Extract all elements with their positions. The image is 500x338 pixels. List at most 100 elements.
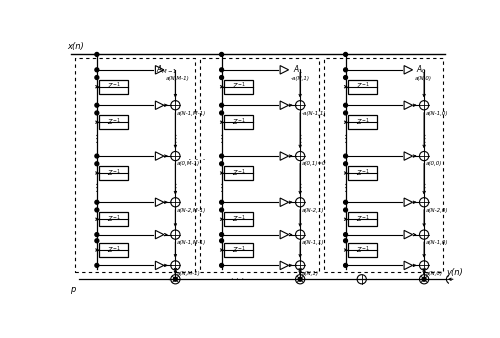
Text: ⋮: ⋮	[92, 184, 102, 193]
Text: $Z^{-1}$: $Z^{-1}$	[356, 244, 370, 256]
Text: ⋮: ⋮	[340, 184, 350, 193]
Circle shape	[344, 239, 347, 243]
Polygon shape	[404, 152, 412, 160]
Text: a(N-1,M-1): a(N-1,M-1)	[177, 111, 206, 116]
Circle shape	[220, 52, 224, 56]
Text: a(N-1,0): a(N-1,0)	[426, 111, 448, 116]
Text: p: p	[70, 285, 75, 294]
Circle shape	[344, 200, 347, 204]
Text: ⋮: ⋮	[92, 134, 102, 144]
Bar	[324, 57, 444, 271]
Bar	[348, 212, 377, 226]
Bar	[76, 57, 194, 271]
Text: $Z^{-1}$: $Z^{-1}$	[356, 167, 370, 179]
Bar	[224, 212, 253, 226]
Polygon shape	[156, 101, 164, 110]
Text: y(n): y(n)	[446, 268, 463, 277]
Text: a(N-2,M-1): a(N-2,M-1)	[177, 208, 206, 213]
Text: -a(N,1): -a(N,1)	[291, 76, 310, 81]
Circle shape	[220, 162, 224, 166]
Text: $Z^{-1}$: $Z^{-1}$	[107, 117, 120, 128]
Polygon shape	[156, 152, 164, 160]
Circle shape	[220, 200, 224, 204]
Text: a(N,0): a(N,0)	[426, 271, 442, 276]
Circle shape	[220, 208, 224, 212]
Text: $A_1$: $A_1$	[292, 64, 303, 76]
Circle shape	[344, 233, 347, 237]
Circle shape	[174, 277, 178, 281]
Bar	[348, 115, 377, 129]
Circle shape	[95, 162, 99, 166]
Circle shape	[95, 111, 99, 115]
Text: · · ·: · · ·	[231, 275, 244, 284]
Text: $Z^{-1}$: $Z^{-1}$	[232, 81, 245, 92]
Polygon shape	[404, 231, 412, 239]
Polygon shape	[404, 261, 412, 270]
Text: $Z^{-1}$: $Z^{-1}$	[356, 81, 370, 92]
Circle shape	[95, 239, 99, 243]
Polygon shape	[280, 101, 288, 110]
Text: a(N,0): a(N,0)	[415, 76, 432, 81]
Circle shape	[422, 277, 426, 281]
Circle shape	[95, 76, 99, 79]
Circle shape	[220, 264, 224, 267]
Text: a(N-1,1): a(N-1,1)	[302, 240, 324, 245]
Circle shape	[95, 103, 99, 107]
Text: a(0,M-1): a(0,M-1)	[177, 162, 200, 166]
Polygon shape	[280, 152, 288, 160]
Circle shape	[344, 208, 347, 212]
Circle shape	[220, 103, 224, 107]
Text: $Z^{-1}$: $Z^{-1}$	[107, 167, 120, 179]
Polygon shape	[404, 198, 412, 207]
Polygon shape	[156, 231, 164, 239]
Text: $Z^{-1}$: $Z^{-1}$	[232, 244, 245, 256]
Text: a(0,1)=0: a(0,1)=0	[302, 162, 326, 166]
Text: ⋮: ⋮	[216, 184, 226, 193]
Text: $Z^{-1}$: $Z^{-1}$	[232, 167, 245, 179]
Text: ⋮: ⋮	[296, 184, 305, 193]
Bar	[224, 115, 253, 129]
Text: ⋮: ⋮	[216, 134, 226, 144]
Text: a(N,1): a(N,1)	[302, 271, 318, 276]
Circle shape	[220, 111, 224, 115]
Polygon shape	[156, 198, 164, 207]
Polygon shape	[404, 66, 412, 74]
Circle shape	[220, 154, 224, 158]
Text: a(0,0): a(0,0)	[426, 162, 442, 166]
Bar	[99, 166, 128, 180]
Bar	[224, 243, 253, 257]
Text: ⋮: ⋮	[170, 184, 180, 193]
Text: a(N,M-1): a(N,M-1)	[177, 271, 201, 276]
Circle shape	[95, 233, 99, 237]
Text: a(N-2,0): a(N-2,0)	[426, 208, 448, 213]
Bar	[348, 80, 377, 94]
Bar	[99, 212, 128, 226]
Text: ⋮: ⋮	[419, 134, 429, 144]
Text: $Z^{-1}$: $Z^{-1}$	[356, 117, 370, 128]
Bar	[99, 115, 128, 129]
Text: $Z^{-1}$: $Z^{-1}$	[232, 214, 245, 225]
Text: $Z^{-1}$: $Z^{-1}$	[356, 214, 370, 225]
Circle shape	[95, 208, 99, 212]
Circle shape	[344, 154, 347, 158]
Circle shape	[220, 239, 224, 243]
Text: ⋮: ⋮	[340, 134, 350, 144]
Circle shape	[95, 154, 99, 158]
Polygon shape	[156, 261, 164, 270]
Text: $Z^{-1}$: $Z^{-1}$	[232, 117, 245, 128]
Text: $Z^{-1}$: $Z^{-1}$	[107, 214, 120, 225]
Bar	[224, 166, 253, 180]
Circle shape	[220, 68, 224, 72]
Circle shape	[95, 264, 99, 267]
Bar	[99, 80, 128, 94]
Text: · · ·: · · ·	[188, 155, 206, 165]
Circle shape	[344, 76, 347, 79]
Circle shape	[344, 68, 347, 72]
Circle shape	[95, 200, 99, 204]
Circle shape	[95, 52, 99, 56]
Text: $A_0$: $A_0$	[416, 64, 426, 76]
Text: a(N-2,1): a(N-2,1)	[302, 208, 324, 213]
Bar	[224, 80, 253, 94]
Circle shape	[220, 76, 224, 79]
Text: $Z^{-1}$: $Z^{-1}$	[107, 244, 120, 256]
